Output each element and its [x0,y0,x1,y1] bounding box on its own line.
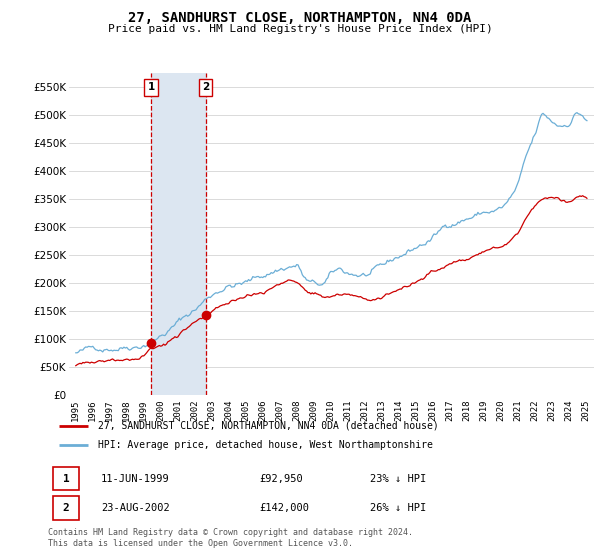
Bar [53,467,79,491]
Text: 2: 2 [202,82,209,92]
Text: 23% ↓ HPI: 23% ↓ HPI [370,474,427,484]
Bar [151,73,206,395]
Text: 2: 2 [62,503,70,513]
Text: £142,000: £142,000 [259,503,309,513]
Text: HPI: Average price, detached house, West Northamptonshire: HPI: Average price, detached house, West… [98,440,433,450]
Text: This data is licensed under the Open Government Licence v3.0.: This data is licensed under the Open Gov… [48,539,353,548]
Bar [53,497,79,520]
Text: 23-AUG-2002: 23-AUG-2002 [101,503,170,513]
Text: 27, SANDHURST CLOSE, NORTHAMPTON, NN4 0DA: 27, SANDHURST CLOSE, NORTHAMPTON, NN4 0D… [128,11,472,25]
Text: 1: 1 [148,82,155,92]
Text: 26% ↓ HPI: 26% ↓ HPI [370,503,427,513]
Text: 11-JUN-1999: 11-JUN-1999 [101,474,170,484]
Text: Price paid vs. HM Land Registry's House Price Index (HPI): Price paid vs. HM Land Registry's House … [107,24,493,34]
Text: 1: 1 [62,474,70,484]
Text: £92,950: £92,950 [259,474,303,484]
Text: 27, SANDHURST CLOSE, NORTHAMPTON, NN4 0DA (detached house): 27, SANDHURST CLOSE, NORTHAMPTON, NN4 0D… [98,421,439,431]
Text: Contains HM Land Registry data © Crown copyright and database right 2024.: Contains HM Land Registry data © Crown c… [48,528,413,536]
